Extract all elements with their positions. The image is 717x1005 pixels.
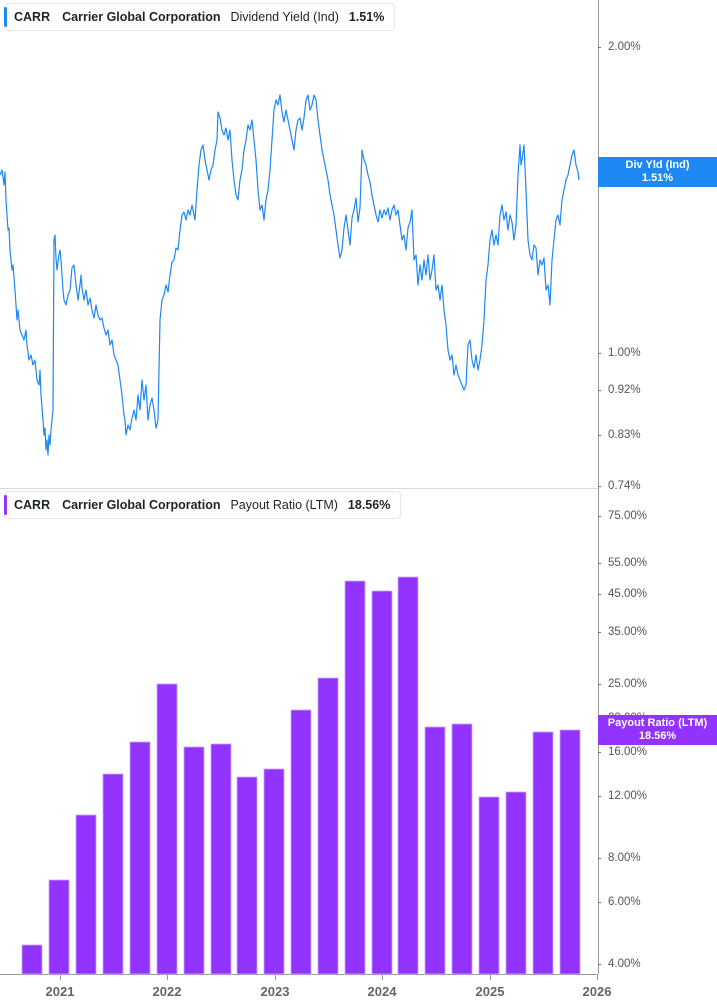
y-tick (598, 486, 601, 487)
payout-ratio-current-badge: Payout Ratio (LTM) 18.56% (598, 715, 717, 745)
bar[interactable] (532, 731, 554, 975)
bar[interactable] (263, 768, 285, 975)
bar[interactable] (48, 879, 70, 975)
badge-label: Div Yld (Ind) (625, 159, 690, 171)
bar[interactable] (102, 773, 124, 975)
y-tick (598, 563, 601, 564)
div-yield-current-badge: Div Yld (Ind) 1.51% (598, 157, 717, 187)
bar[interactable] (21, 944, 43, 975)
x-tick-label: 2022 (152, 984, 182, 999)
y-tick-label: 35.00% (608, 626, 648, 638)
x-tick-label: 2021 (45, 984, 75, 999)
bar[interactable] (290, 709, 312, 975)
company-name: Carrier Global Corporation (62, 10, 221, 24)
y-tick-label: 45.00% (608, 588, 648, 600)
badge-label: Payout Ratio (LTM) (607, 717, 708, 729)
y-tick-label: 0.83% (608, 429, 641, 441)
y-tick (598, 684, 601, 685)
metric-value: 1.51% (348, 10, 385, 24)
x-tick-label: 2023 (260, 984, 290, 999)
y-tick (598, 964, 601, 965)
series-color-swatch (4, 7, 7, 27)
bar[interactable] (559, 729, 581, 975)
y-tick-label: 75.00% (608, 510, 648, 522)
y-tick (598, 353, 601, 354)
x-axis-ticks (60, 974, 598, 980)
y-tick (598, 594, 601, 595)
bar[interactable] (478, 796, 500, 975)
ticker-symbol: CARR (14, 10, 51, 24)
y-tick (598, 632, 601, 633)
payout-ratio-bars (21, 576, 581, 975)
y-tick (598, 516, 601, 517)
series-color-swatch (4, 495, 7, 515)
bar[interactable] (505, 791, 527, 975)
y-tick (598, 858, 601, 859)
bar[interactable] (451, 723, 473, 975)
bar[interactable] (344, 580, 366, 975)
ticker-symbol: CARR (14, 498, 51, 512)
company-name: Carrier Global Corporation (62, 498, 221, 512)
y-tick-label: 6.00% (608, 896, 641, 908)
y-tick-label: 8.00% (608, 852, 641, 864)
bar[interactable] (371, 590, 393, 975)
y-tick-label: 55.00% (608, 557, 648, 569)
x-tick-label: 2024 (367, 984, 397, 999)
bar[interactable] (397, 576, 419, 975)
bar[interactable] (424, 726, 446, 975)
bar[interactable] (317, 677, 339, 975)
y-tick-label: 12.00% (608, 790, 648, 802)
y-tick (598, 796, 601, 797)
metric-name: Payout Ratio (LTM) (230, 498, 338, 512)
bar[interactable] (210, 743, 232, 975)
y-tick (598, 390, 601, 391)
y-tick-label: 16.00% (608, 746, 648, 758)
metric-value: 18.56% (347, 498, 391, 512)
x-tick-label: 2025 (475, 984, 505, 999)
y-tick-label: 0.92% (608, 384, 641, 396)
badge-value: 18.56% (638, 730, 677, 742)
y-tick-label: 0.74% (608, 480, 641, 492)
x-tick-label: 2026 (582, 984, 612, 999)
y-tick (598, 435, 601, 436)
dividend-yield-line[interactable] (0, 94, 580, 456)
metric-name: Dividend Yield (Ind) (230, 10, 339, 24)
badge-value: 1.51% (641, 172, 674, 184)
bar[interactable] (75, 814, 97, 975)
y-tick (598, 902, 601, 903)
dividend-yield-legend: CARR Carrier Global Corporation Dividend… (4, 3, 396, 31)
y-tick (598, 752, 601, 753)
y-tick-label: 1.00% (608, 347, 641, 359)
y-tick (598, 47, 601, 48)
bar[interactable] (156, 683, 178, 975)
y-tick-label: 2.00% (608, 41, 641, 53)
payout-ratio-legend: CARR Carrier Global Corporation Payout R… (4, 491, 402, 519)
y-tick-label: 25.00% (608, 678, 648, 690)
bar[interactable] (129, 741, 151, 975)
y-tick-label: 4.00% (608, 958, 641, 970)
bar[interactable] (236, 776, 258, 975)
bar[interactable] (183, 746, 205, 975)
